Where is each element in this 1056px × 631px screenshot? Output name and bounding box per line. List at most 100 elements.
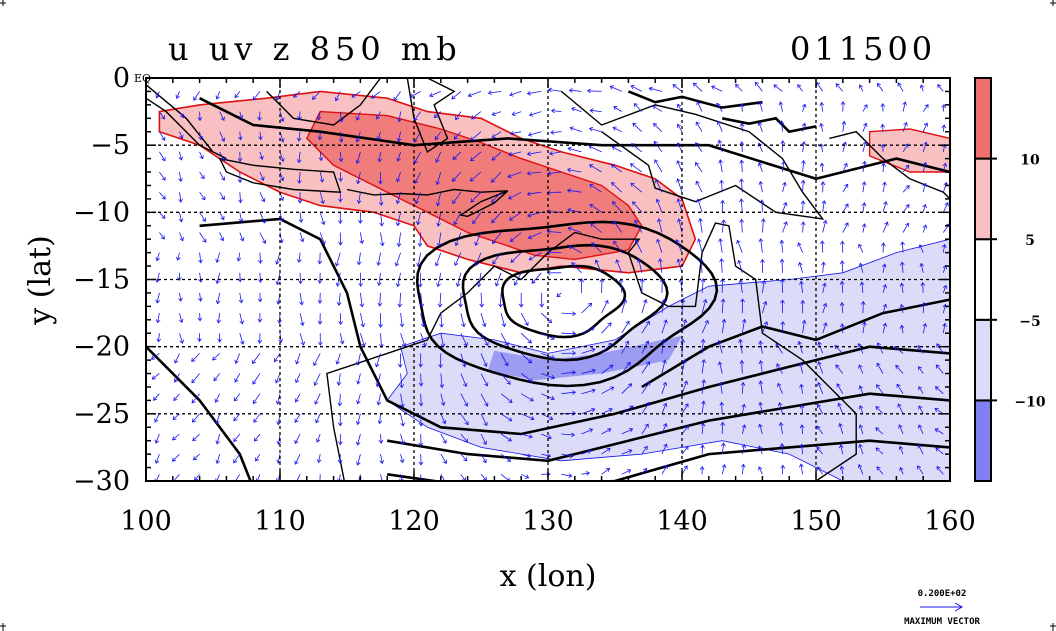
wind-vector-head	[757, 162, 763, 167]
wind-vector	[274, 353, 281, 362]
wind-vector	[315, 413, 321, 423]
wind-vector-head	[735, 83, 740, 89]
wind-vector-head	[339, 340, 345, 345]
wind-vector-head	[779, 442, 785, 448]
wind-vector-head	[400, 440, 405, 445]
wind-vector	[937, 84, 944, 92]
wind-vector	[718, 340, 723, 354]
wind-vector-head	[547, 171, 552, 176]
wind-vector-head	[607, 428, 612, 433]
axis-ticks	[145, 77, 951, 482]
wind-vector-head	[238, 199, 243, 204]
wind-vector	[357, 373, 361, 384]
wind-vector-head	[506, 457, 512, 462]
wind-vector	[918, 444, 924, 455]
wind-vector	[396, 192, 401, 204]
wind-vector	[419, 232, 422, 247]
wind-vector-head	[777, 382, 782, 387]
wind-vector	[761, 199, 763, 213]
wind-vector	[527, 191, 542, 195]
wind-vector	[379, 413, 381, 424]
wind-vector	[472, 212, 482, 224]
wind-vector	[942, 163, 946, 173]
wind-vector	[899, 467, 904, 475]
wind-vector	[239, 292, 242, 303]
wind-vector-head	[318, 157, 324, 162]
wind-vector	[470, 151, 482, 162]
wind-vector	[561, 391, 576, 395]
wind-vector-head	[529, 112, 534, 117]
wind-vector	[902, 122, 907, 132]
wind-vector-head	[740, 298, 745, 303]
wind-vector-head	[572, 311, 577, 317]
wind-vector	[339, 393, 341, 406]
wind-vector	[782, 202, 787, 213]
wind-vector-head	[527, 132, 533, 137]
wind-vector	[420, 474, 422, 481]
wind-vector-head	[861, 181, 867, 186]
wind-vector	[527, 151, 542, 155]
wind-vector	[641, 423, 649, 435]
wind-vector-head	[178, 177, 183, 183]
wind-vector-head	[240, 340, 245, 345]
wind-vector-head	[507, 437, 512, 442]
wind-vector-head	[356, 461, 361, 466]
wind-vector	[571, 107, 582, 112]
wind-vector-head	[482, 322, 487, 328]
wind-vector	[152, 373, 160, 380]
wind-vector	[219, 111, 225, 121]
wind-vector	[581, 408, 595, 415]
wind-vector-head	[174, 359, 179, 364]
wind-vector	[741, 404, 745, 414]
wind-vector-head	[695, 161, 700, 167]
wind-vector-head	[321, 240, 326, 245]
wind-vector-head	[739, 178, 744, 183]
wind-vector-head	[839, 260, 845, 265]
wind-vector-head	[173, 396, 178, 402]
colorbar-label: 5	[1025, 233, 1035, 249]
wind-vector-head	[698, 258, 704, 263]
wind-vector	[798, 242, 803, 253]
wind-vector-head	[604, 299, 609, 305]
wind-vector	[601, 322, 612, 334]
wind-vector-head	[844, 222, 849, 227]
wind-vector	[453, 212, 462, 225]
reference-vector-arrowhead	[954, 602, 964, 612]
wind-vector-head	[440, 401, 446, 407]
wind-vector-head	[355, 138, 360, 143]
wind-vector-head	[860, 300, 866, 305]
wind-vector-head	[699, 465, 705, 471]
wind-vector	[500, 373, 511, 385]
wind-vector-head	[527, 213, 532, 218]
wind-vector	[721, 258, 723, 273]
wind-vector-head	[175, 94, 180, 99]
wind-vector	[358, 192, 361, 204]
wind-vector-head	[337, 220, 343, 225]
wind-vector	[681, 465, 688, 475]
wind-vector	[294, 413, 301, 423]
wind-vector-head	[922, 182, 927, 187]
wind-vector	[379, 151, 381, 162]
wind-vector	[701, 379, 705, 394]
wind-vector-head	[451, 177, 456, 182]
wind-vector	[435, 252, 442, 266]
wind-vector	[212, 353, 220, 361]
wind-vector	[601, 343, 612, 354]
wind-vector	[841, 260, 844, 273]
wind-vector	[520, 353, 532, 364]
wind-vector	[491, 191, 502, 203]
wind-vector-head	[172, 436, 177, 441]
wind-vector	[841, 302, 844, 314]
wind-vector	[802, 320, 805, 334]
wind-vector	[561, 453, 574, 457]
wind-vector	[760, 380, 763, 394]
wind-vector	[659, 258, 663, 273]
wind-vector-head	[439, 384, 445, 389]
wind-vector	[902, 165, 910, 173]
wind-vector-head	[238, 299, 244, 304]
wind-vector-head	[275, 281, 281, 286]
wind-vector	[721, 200, 724, 213]
wind-vector-head	[255, 457, 260, 462]
wind-vector-head	[653, 140, 658, 145]
wind-vector	[299, 212, 302, 223]
